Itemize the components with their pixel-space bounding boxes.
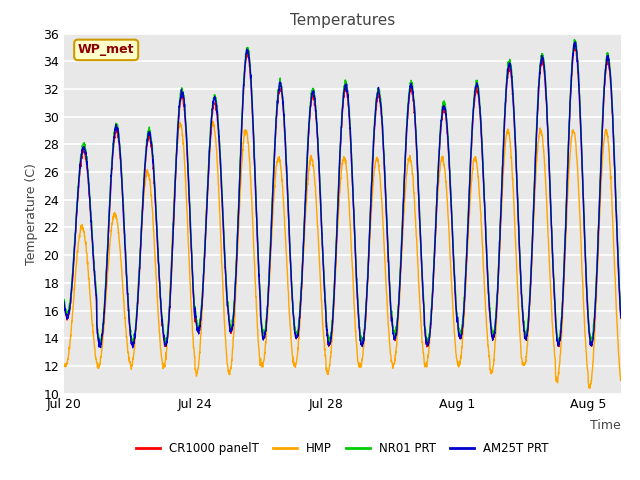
Text: WP_met: WP_met [78,43,134,56]
Legend: CR1000 panelT, HMP, NR01 PRT, AM25T PRT: CR1000 panelT, HMP, NR01 PRT, AM25T PRT [131,437,554,460]
Title: Temperatures: Temperatures [290,13,395,28]
Text: Time: Time [590,419,621,432]
Y-axis label: Temperature (C): Temperature (C) [25,163,38,264]
